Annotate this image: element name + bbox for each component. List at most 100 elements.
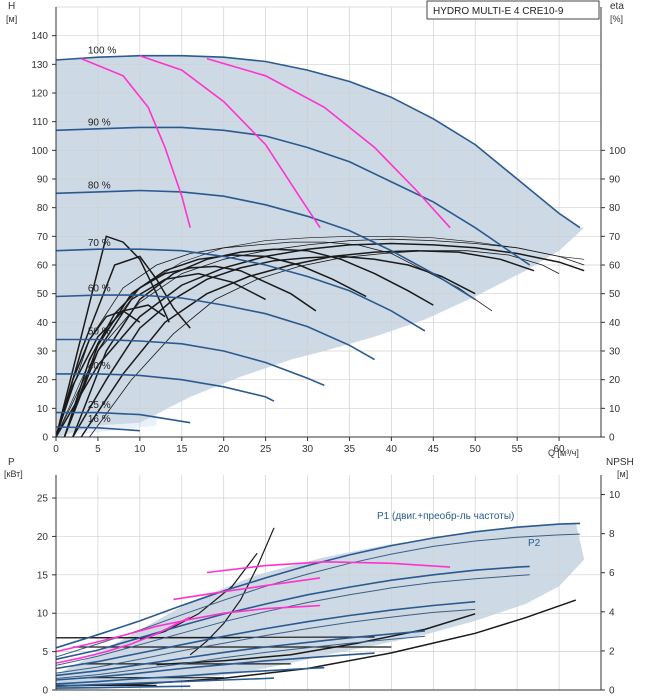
y-left-unit-m: [м] — [6, 14, 17, 24]
speed-label: 80 % — [88, 180, 111, 191]
lower-chart-panel: 0 5 10 15 20 25 0 2 4 6 8 10 P [кВт] NPSH [м] P1 (д… — [4, 457, 634, 697]
x-tick-label: 30 — [302, 444, 314, 455]
y-right-tick-label: 0 — [609, 433, 615, 444]
y-right-unit-m: [м] — [617, 469, 628, 479]
p1-curve — [55, 652, 375, 681]
speed-label: 60 % — [88, 284, 111, 295]
y-left-tick-label: 60 — [37, 261, 49, 272]
lower-axes: 0 5 10 15 20 25 0 2 4 6 8 10 — [37, 475, 621, 697]
speed-label: 25 % — [88, 400, 111, 411]
highlight-curve — [206, 560, 451, 574]
p2-curve — [55, 635, 425, 679]
efficiency-curve — [55, 235, 170, 438]
upper-axes: 0102030405060708090100110120130140010203… — [31, 7, 626, 455]
highlight-curve — [173, 577, 321, 601]
p1-curve — [55, 522, 581, 649]
y-right-tick-label: 8 — [609, 529, 615, 540]
speed-label: 40 % — [88, 361, 111, 372]
npsh-curve — [156, 613, 476, 666]
y-right-tick-label: 70 — [609, 232, 621, 243]
y-left-tick-label: 40 — [37, 318, 49, 329]
y-right-tick-label: 60 — [609, 261, 621, 272]
upper-grid — [55, 6, 602, 438]
title-box — [426, 0, 600, 20]
y-right-tick-label: 10 — [609, 404, 621, 415]
y-left-tick-label: 15 — [37, 570, 49, 581]
y-left-tick-label: 30 — [37, 347, 49, 358]
speed-label: 50 % — [88, 327, 111, 338]
p2-curve — [55, 574, 530, 666]
x-axis-label-q: Q [м³/ч] — [548, 448, 579, 458]
y-right-tick-label: 4 — [609, 607, 615, 618]
chart-title: HYDRO MULTI-E 4 CRE10-9 — [433, 6, 564, 17]
speed-label: 90 % — [88, 117, 111, 128]
head-curve — [55, 248, 426, 332]
y-right-tick-label: 30 — [609, 347, 621, 358]
p1-curve — [55, 630, 425, 677]
head-curve — [55, 426, 140, 432]
highlight-curve — [206, 57, 451, 229]
x-tick-label: 25 — [260, 444, 272, 455]
y-left-tick-label: 25 — [37, 494, 49, 505]
head-curve — [55, 189, 476, 301]
x-tick-label: 45 — [428, 444, 440, 455]
y-left-tick-label: 90 — [37, 175, 49, 186]
y-left-tick-label: 140 — [31, 31, 48, 42]
p1-curve — [55, 666, 325, 685]
p1-curves — [55, 522, 581, 689]
x-tick-label: 15 — [176, 444, 188, 455]
x-tick-label: 55 — [512, 444, 524, 455]
head-curve — [56, 373, 275, 402]
head-curve — [55, 54, 581, 229]
y-right-tick-label: 90 — [609, 175, 621, 186]
p1-curve — [55, 565, 530, 661]
y-left-tick-label: 0 — [42, 433, 48, 444]
speed-label: 70 % — [88, 238, 111, 249]
y-left-tick-label: 0 — [42, 686, 48, 697]
highlight-curve — [55, 616, 191, 664]
y-left-unit-kw: [кВт] — [4, 469, 23, 479]
p1-curve — [55, 677, 275, 687]
highlight-curve — [80, 57, 191, 228]
efficiency-curve — [55, 241, 493, 438]
y-left-tick-label: 10 — [37, 404, 49, 415]
y-left-label-p: P — [8, 457, 15, 468]
y-right-tick-label: 6 — [609, 568, 615, 579]
y-left-tick-label: 80 — [37, 203, 49, 214]
y-right-tick-label: 40 — [609, 318, 621, 329]
upper-chart-panel: 100 % 90 % 80 % 70 % 60 % 50 % 40 % 25 % 16 % 0 1… — [6, 0, 626, 458]
head-curve — [56, 338, 325, 387]
head-speed-curves — [55, 54, 581, 432]
efficiency-curve — [72, 255, 476, 438]
lower-highlight-curves — [55, 560, 451, 664]
head-curve — [56, 411, 191, 424]
y-right-tick-label: 80 — [609, 203, 621, 214]
y-right-unit-percent: [%] — [610, 14, 623, 24]
y-right-tick-label: 2 — [609, 646, 615, 657]
head-curve — [55, 126, 531, 266]
speed-label: 16 % — [88, 414, 111, 425]
y-left-tick-label: 5 — [42, 647, 48, 658]
speed-label: 100 % — [88, 46, 116, 57]
highlight-curve — [139, 54, 321, 229]
x-tick-label: 60 — [554, 444, 566, 455]
legend-p2: P2 — [528, 538, 541, 549]
p2-curves — [55, 533, 581, 679]
y-left-tick-label: 130 — [31, 60, 48, 71]
y-left-tick-label: 20 — [37, 375, 49, 386]
p2-curve — [55, 533, 581, 658]
p1-curve — [55, 600, 476, 670]
y-right-label-eta: eta — [610, 1, 624, 12]
y-left-tick-label: 120 — [31, 89, 48, 100]
y-right-tick-label: 50 — [609, 289, 621, 300]
y-left-tick-label: 20 — [37, 532, 49, 543]
head-curve — [55, 294, 375, 361]
speed-percent-labels: 100 % 90 % 80 % 70 % 60 % 50 % 40 % 25 % 16 % — [88, 46, 116, 425]
y-left-tick-label: 100 — [31, 146, 48, 157]
y-right-tick-label: 100 — [609, 146, 626, 157]
envelope-region — [56, 55, 585, 437]
efficiency-curve — [80, 249, 535, 438]
highlight-curve — [55, 604, 321, 653]
x-tick-label: 40 — [386, 444, 398, 455]
y-left-tick-label: 10 — [37, 609, 49, 620]
